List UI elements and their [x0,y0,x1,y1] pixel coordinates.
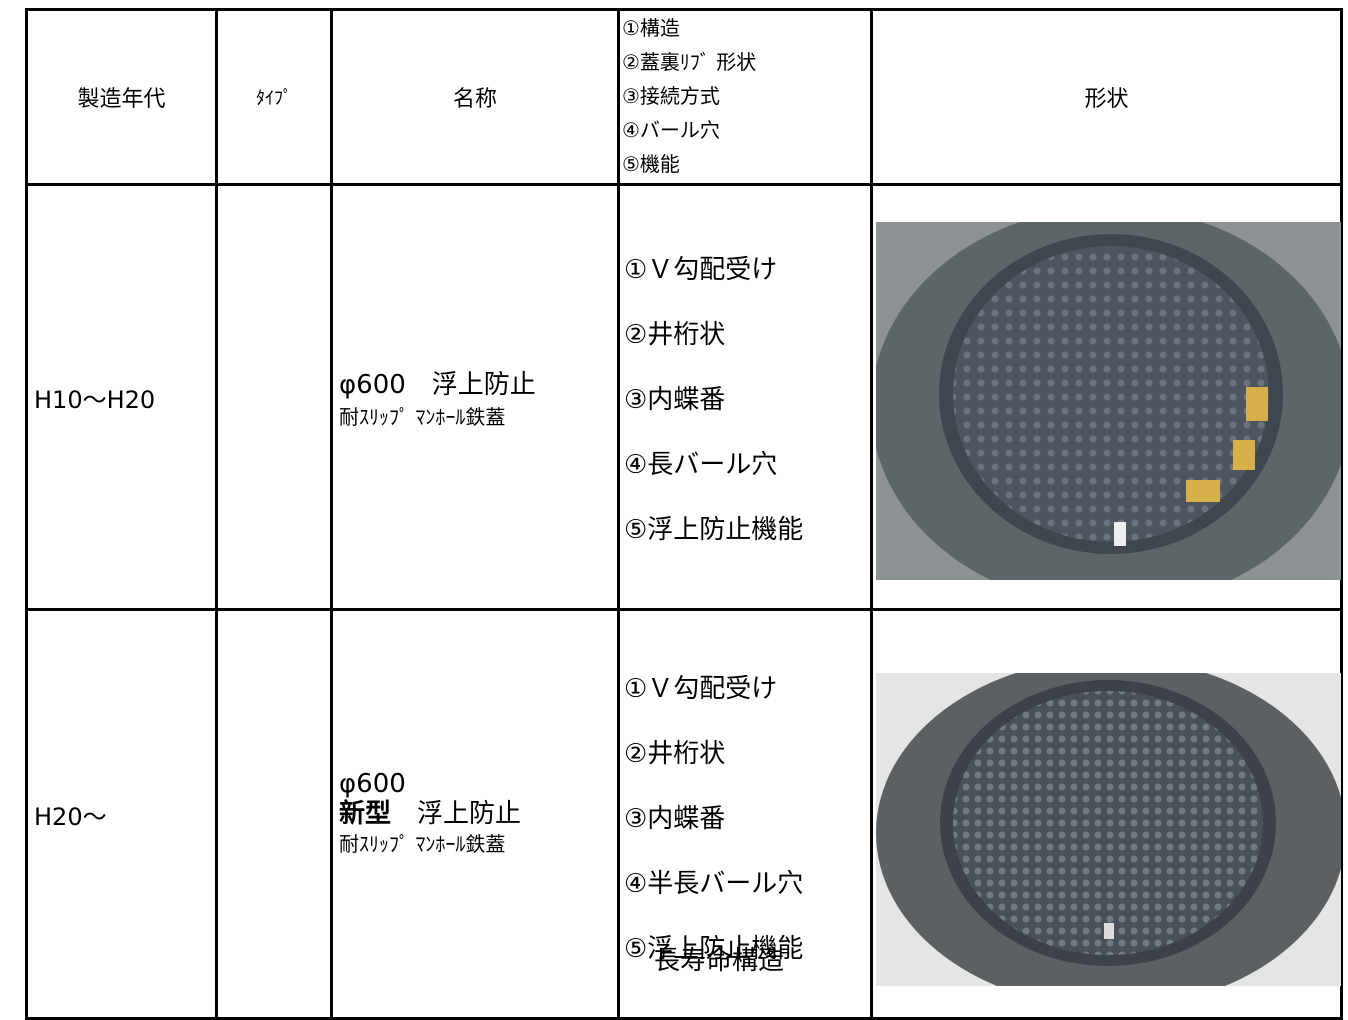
header-cell: ﾀｲﾌﾟ [215,8,333,186]
manhole-photo [876,673,1341,986]
header-name: 名称 [452,87,497,112]
header-shape: 形状 [1084,87,1129,112]
type-cell [215,608,333,1020]
year-cell: H20～ [25,608,218,1020]
features-cell: ①Ｖ勾配受け ②井桁状 ③内蝶番 ④長バール穴 ⑤浮上防止機能 [617,183,873,611]
header-feature: ①構造 [622,16,680,40]
header-year: 製造年代 [77,87,166,112]
feature: ④半長バール穴 [624,869,804,899]
type-cell [215,183,333,611]
header-feature: ③接続方式 [622,84,720,108]
name: φ600 [339,769,406,799]
name-line: 新型 浮上防止 [339,799,617,829]
name: 耐ｽﾘｯﾌﾟ ﾏﾝﾎｰﾙ鉄蓋 [339,405,506,429]
image-cell [870,608,1343,1020]
image-cell [870,183,1343,611]
header-cell: 名称 [330,8,620,186]
header-cell: 製造年代 [25,8,218,186]
feature: ⑤浮上防止機能 [624,934,804,964]
feature: ④長バール穴 [624,449,778,480]
header-type: ﾀｲﾌﾟ [256,88,292,109]
header-feature: ④バール穴 [622,118,720,142]
feature: ①Ｖ勾配受け [624,674,778,704]
feature: ①Ｖ勾配受け [624,254,778,285]
header-feature: ⑤機能 [622,152,680,176]
feature: ②井桁状 [624,319,726,350]
feature: ⑤浮上防止機能 [624,514,804,545]
manhole-photo [876,222,1341,580]
year-cell: H10～H20 [25,183,218,611]
year: H20～ [34,802,107,831]
header-cell: ①構造 ②蓋裏ﾘﾌﾞ 形状 ③接続方式 ④バール穴 ⑤機能 [617,8,873,186]
name: 浮上防止 [417,799,522,829]
feature: ③内蝶番 [624,384,726,415]
feature-overlap: 長寿命構造 [654,946,785,976]
name-cell: φ600 浮上防止 耐ｽﾘｯﾌﾟ ﾏﾝﾎｰﾙ鉄蓋 [330,183,620,611]
features-cell: ①Ｖ勾配受け ②井桁状 ③内蝶番 ④半長バール穴 ⑤浮上防止機能 長寿命構造 [617,608,873,1020]
header-feature: ②蓋裏ﾘﾌﾞ 形状 [622,50,757,74]
year: H10～H20 [34,385,156,414]
name: φ600 浮上防止 [339,370,536,400]
name-cell: φ600 新型 浮上防止 耐ｽﾘｯﾌﾟ ﾏﾝﾎｰﾙ鉄蓋 [330,608,620,1020]
name: 耐ｽﾘｯﾌﾟ ﾏﾝﾎｰﾙ鉄蓋 [339,832,506,856]
header-cell: 形状 [870,8,1343,186]
feature: ③内蝶番 [624,804,726,834]
name-new: 新型 [339,799,392,829]
feature: ②井桁状 [624,739,726,769]
feature-stack: ⑤浮上防止機能 長寿命構造 [624,928,870,976]
